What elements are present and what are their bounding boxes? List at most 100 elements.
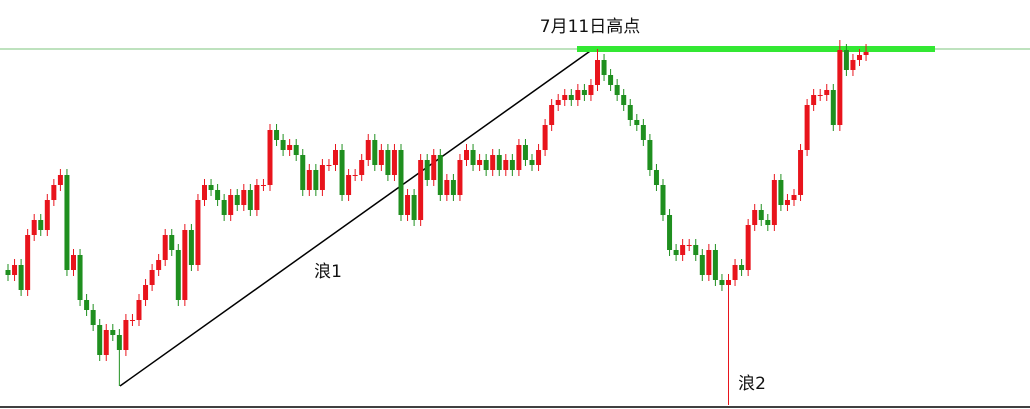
candle-body — [699, 255, 705, 275]
candle-body — [319, 165, 325, 190]
candle-body — [18, 265, 24, 290]
candle-body — [549, 105, 555, 125]
candle-body — [51, 185, 57, 200]
candle-body — [791, 195, 797, 200]
candle-body — [634, 120, 640, 125]
candle-body — [385, 150, 391, 175]
candle-body — [372, 140, 378, 165]
candle-body — [712, 250, 718, 280]
candle-body — [306, 170, 312, 190]
candle-body — [25, 235, 31, 290]
candle-body — [516, 145, 522, 170]
candle-body — [732, 265, 738, 280]
candle-body — [64, 175, 70, 270]
candle-body — [195, 200, 201, 265]
candle-body — [12, 265, 18, 275]
candle-body — [830, 90, 836, 125]
candle-body — [247, 190, 253, 210]
candle-body — [339, 150, 345, 195]
candle-body — [116, 335, 122, 350]
candle-body — [706, 250, 712, 275]
candle-body — [555, 100, 561, 105]
trend-line — [119, 48, 594, 387]
candle-body — [627, 105, 633, 120]
candle-body — [758, 210, 764, 220]
candle-body — [162, 235, 168, 260]
candle-body — [156, 260, 162, 270]
candle-body — [418, 160, 424, 220]
candle-body — [169, 235, 175, 250]
candle-body — [405, 195, 411, 215]
candle-body — [765, 220, 771, 225]
candle-body — [601, 60, 607, 75]
candle-body — [745, 225, 751, 270]
candle-body — [581, 90, 587, 95]
candle-body — [103, 330, 109, 355]
candle-body — [84, 300, 90, 310]
candle-body — [509, 160, 515, 170]
candle-body — [208, 185, 214, 190]
candle-body — [542, 125, 548, 150]
candle-body — [778, 180, 784, 205]
candle-body — [267, 130, 273, 185]
candle-body — [293, 145, 299, 155]
candle-body — [97, 325, 103, 355]
candle-body — [804, 105, 810, 150]
candle-body — [221, 200, 227, 215]
candle-body — [234, 195, 240, 205]
candle-body — [817, 95, 823, 96]
candle-body — [771, 180, 777, 225]
candle-body — [824, 90, 830, 95]
candle-body — [378, 150, 384, 165]
candle-body — [90, 310, 96, 325]
candle-body — [798, 150, 804, 195]
candle-body — [437, 155, 443, 195]
candle-body — [614, 85, 620, 95]
candle-body — [477, 160, 483, 165]
candle-body — [254, 185, 260, 210]
candle-body — [667, 215, 673, 250]
candle-body — [575, 90, 581, 100]
candle-body — [726, 280, 731, 285]
candle-body — [77, 255, 83, 300]
candle-body — [38, 220, 44, 230]
candle-body — [450, 180, 456, 195]
candle-body — [680, 245, 686, 255]
candle-body — [188, 230, 194, 265]
candle-body — [228, 195, 234, 215]
candle-body — [136, 300, 142, 320]
candle-body — [464, 150, 469, 160]
candle-body — [784, 200, 790, 205]
candle-body — [300, 155, 306, 190]
candle-body — [241, 190, 247, 205]
candle-body — [333, 150, 338, 165]
candle-body — [686, 245, 692, 246]
candle-body — [490, 155, 496, 170]
candle-body — [653, 170, 659, 185]
annotation: 7月11日高点 — [540, 17, 640, 37]
candle-body — [391, 150, 397, 175]
candle-body — [621, 95, 627, 105]
candle-body — [595, 60, 600, 85]
candle-body — [503, 160, 509, 170]
candle-body — [431, 155, 437, 180]
candle-body — [398, 150, 404, 215]
candle-body — [287, 145, 293, 150]
candle-body — [719, 280, 725, 285]
candle-body — [857, 55, 862, 60]
candle-body — [457, 160, 463, 195]
candle-body — [588, 85, 594, 95]
candle-body — [352, 175, 358, 176]
candle-body — [5, 270, 11, 275]
candle-body — [811, 95, 817, 105]
candle-body — [522, 145, 528, 160]
candle-body — [202, 185, 207, 200]
candle-body — [660, 185, 666, 215]
candle-body — [365, 140, 371, 160]
candle-body — [496, 155, 502, 170]
candle-body — [640, 125, 646, 140]
candle-body — [673, 250, 679, 255]
candle-body — [536, 150, 542, 165]
candle-body — [280, 140, 286, 150]
